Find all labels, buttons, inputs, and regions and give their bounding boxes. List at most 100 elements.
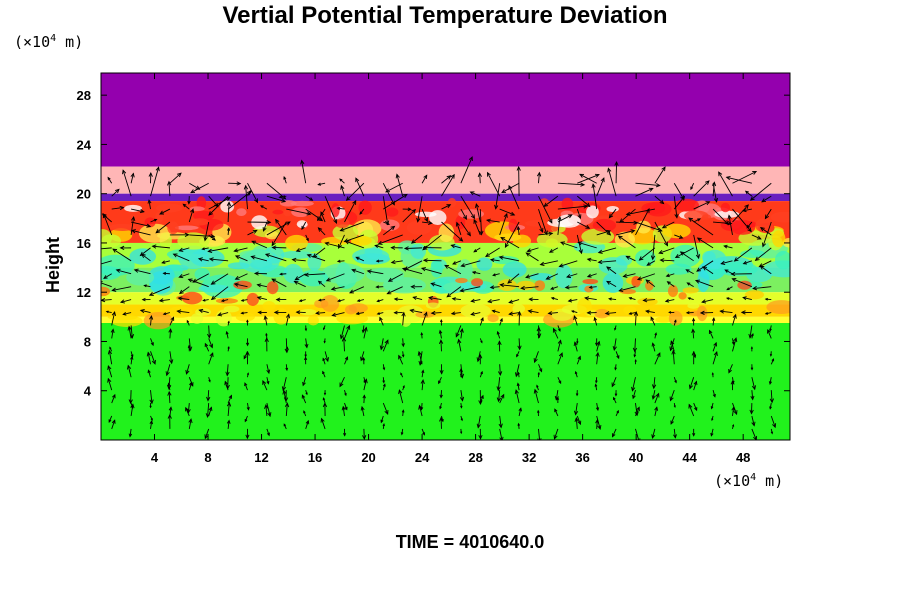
wind-arrow-head bbox=[536, 409, 540, 413]
wind-arrow-shaft bbox=[102, 213, 113, 223]
heatmap-patch bbox=[438, 223, 455, 243]
wind-arrow-head bbox=[693, 380, 698, 386]
wind-arrow-shaft bbox=[204, 428, 210, 439]
wind-arrow-head bbox=[728, 368, 732, 374]
wind-arrow-shaft bbox=[131, 229, 151, 236]
wind-arrow-head bbox=[591, 183, 596, 189]
wind-arrow-shaft bbox=[662, 221, 675, 229]
heatmap-patch bbox=[487, 314, 499, 323]
wind-arrow-shaft bbox=[546, 273, 559, 280]
wind-arrow-shaft bbox=[635, 402, 638, 416]
wind-arrow-head bbox=[516, 382, 520, 387]
wind-arrow-shaft bbox=[260, 205, 268, 210]
wind-arrow-shaft bbox=[150, 315, 152, 326]
wind-arrow-head bbox=[633, 354, 637, 358]
x-tick-label: 12 bbox=[254, 450, 268, 465]
wind-arrow-shaft bbox=[421, 403, 423, 410]
wind-arrow-head bbox=[636, 406, 640, 412]
wind-arrow-shaft bbox=[264, 316, 268, 326]
wind-arrow-head bbox=[339, 382, 344, 388]
wind-arrow-head bbox=[622, 273, 628, 278]
heatmap-patch bbox=[742, 220, 757, 228]
wind-arrow-head bbox=[455, 221, 460, 227]
wind-arrow-head bbox=[665, 273, 670, 278]
wind-arrow-shaft bbox=[178, 297, 190, 301]
wind-arrow-shaft bbox=[460, 328, 463, 339]
wind-arrow-shaft bbox=[732, 208, 752, 232]
wind-arrow-head bbox=[618, 287, 624, 293]
wind-arrow-shaft bbox=[619, 286, 636, 292]
wind-arrow-head bbox=[309, 197, 314, 201]
wind-arrow-shaft bbox=[575, 418, 578, 429]
wind-arrow-head bbox=[600, 177, 605, 183]
wind-arrow-head bbox=[742, 260, 748, 265]
heatmap-patch bbox=[655, 316, 672, 323]
wind-arrow-head bbox=[733, 410, 738, 416]
wind-arrow-shaft bbox=[169, 172, 182, 184]
wind-vectors bbox=[95, 156, 777, 440]
wind-arrow-shaft bbox=[292, 259, 306, 262]
wind-arrow-head bbox=[611, 433, 616, 438]
heatmap-patch bbox=[351, 235, 372, 246]
wind-arrow-head bbox=[128, 399, 133, 405]
wind-arrow-head bbox=[227, 227, 231, 231]
wind-arrow-shaft bbox=[521, 286, 539, 289]
wind-arrow-head bbox=[105, 310, 109, 314]
wind-arrow-head bbox=[95, 247, 99, 250]
wind-arrow-head bbox=[228, 394, 233, 399]
heatmap-patch bbox=[235, 312, 255, 322]
wind-arrow-head bbox=[187, 200, 191, 205]
heatmap-patch bbox=[534, 280, 546, 291]
wind-arrow-head bbox=[257, 310, 262, 315]
wind-arrow-shaft bbox=[654, 221, 668, 246]
wind-arrow-shaft bbox=[553, 328, 559, 339]
wind-arrow-head bbox=[162, 312, 167, 316]
wind-arrow-shaft bbox=[692, 329, 695, 339]
wind-arrow-head bbox=[673, 405, 676, 409]
wind-arrow-shaft bbox=[150, 351, 156, 365]
wind-arrow-shaft bbox=[301, 221, 307, 230]
wind-arrow-shaft bbox=[325, 242, 345, 249]
heatmap-patch bbox=[455, 277, 468, 284]
wind-arrow-head bbox=[267, 412, 272, 418]
x-tick-label: 32 bbox=[522, 450, 536, 465]
wind-arrow-head bbox=[619, 218, 624, 223]
wind-arrow-shaft bbox=[188, 278, 209, 288]
wind-arrow-head bbox=[594, 383, 598, 387]
wind-arrow-shaft bbox=[235, 255, 248, 262]
wind-arrow-head bbox=[139, 309, 145, 314]
heatmap-patch bbox=[637, 297, 658, 306]
wind-arrow-head bbox=[770, 431, 774, 435]
wind-arrow-shaft bbox=[380, 338, 384, 350]
wind-arrow-head bbox=[608, 213, 614, 219]
wind-arrow-shaft bbox=[517, 226, 520, 235]
wind-arrow-shaft bbox=[596, 221, 611, 236]
wind-arrow-head bbox=[744, 204, 749, 209]
wind-arrow-shaft bbox=[324, 195, 337, 224]
wind-arrow-head bbox=[759, 227, 765, 232]
wind-arrow-head bbox=[283, 397, 289, 403]
heatmap-patch bbox=[766, 300, 790, 315]
wind-arrow-head bbox=[201, 247, 205, 251]
wind-arrow-shaft bbox=[375, 244, 384, 249]
wind-arrow-head bbox=[693, 354, 697, 359]
wind-arrow-shaft bbox=[245, 185, 248, 210]
x-tick-label: 20 bbox=[361, 450, 375, 465]
wind-arrow-head bbox=[724, 220, 729, 226]
wind-arrow-head bbox=[339, 334, 345, 340]
wind-arrow-shaft bbox=[318, 280, 326, 288]
wind-arrow-shaft bbox=[108, 350, 113, 365]
wind-arrow-head bbox=[165, 371, 170, 377]
x-tick-label: 44 bbox=[682, 450, 697, 465]
wind-arrow-head bbox=[172, 253, 178, 258]
wind-arrow-head bbox=[696, 237, 702, 242]
wind-arrow-head bbox=[401, 409, 405, 413]
wind-arrow-shaft bbox=[266, 364, 270, 374]
wind-arrow-head bbox=[494, 204, 499, 210]
heatmap-patch bbox=[687, 303, 700, 309]
wind-arrow-head bbox=[655, 183, 661, 188]
wind-arrow-shaft bbox=[168, 391, 171, 404]
wind-arrow-head bbox=[323, 327, 326, 331]
wind-arrow-head bbox=[430, 282, 436, 287]
heatmap-patch bbox=[220, 200, 235, 213]
